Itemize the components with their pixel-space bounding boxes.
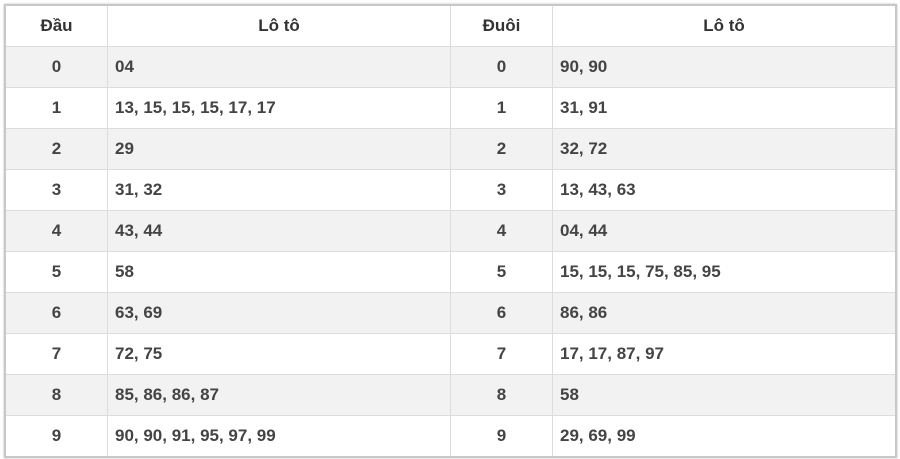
- dau-cell: 6: [4, 292, 108, 334]
- duoi-cell: 1: [450, 87, 553, 129]
- dau-loto-cell: 58: [107, 251, 451, 293]
- dau-cell: 2: [4, 128, 108, 170]
- table-row: 3 31, 32 3 13, 43, 63: [4, 169, 897, 211]
- duoi-cell: 6: [450, 292, 553, 334]
- table-row: 6 63, 69 6 86, 86: [4, 292, 897, 334]
- dau-cell: 9: [4, 415, 108, 458]
- table-row: 5 58 5 15, 15, 15, 75, 85, 95: [4, 251, 897, 293]
- header-duoi: Đuôi: [450, 4, 553, 47]
- header-loto-right: Lô tô: [552, 4, 897, 47]
- duoi-loto-cell: 58: [552, 374, 897, 416]
- duoi-cell: 2: [450, 128, 553, 170]
- dau-loto-cell: 04: [107, 46, 451, 88]
- dau-loto-cell: 85, 86, 86, 87: [107, 374, 451, 416]
- duoi-loto-cell: 86, 86: [552, 292, 897, 334]
- dau-cell: 0: [4, 46, 108, 88]
- dau-cell: 5: [4, 251, 108, 293]
- duoi-cell: 8: [450, 374, 553, 416]
- dau-loto-cell: 13, 15, 15, 15, 17, 17: [107, 87, 451, 129]
- header-row: Đầu Lô tô Đuôi Lô tô: [4, 4, 897, 47]
- duoi-cell: 7: [450, 333, 553, 375]
- dau-cell: 1: [4, 87, 108, 129]
- table-row: 1 13, 15, 15, 15, 17, 17 1 31, 91: [4, 87, 897, 129]
- duoi-loto-cell: 29, 69, 99: [552, 415, 897, 458]
- dau-loto-cell: 90, 90, 91, 95, 97, 99: [107, 415, 451, 458]
- dau-cell: 7: [4, 333, 108, 375]
- table-row: 8 85, 86, 86, 87 8 58: [4, 374, 897, 416]
- dau-loto-cell: 63, 69: [107, 292, 451, 334]
- duoi-loto-cell: 17, 17, 87, 97: [552, 333, 897, 375]
- table-row: 2 29 2 32, 72: [4, 128, 897, 170]
- table-row: 7 72, 75 7 17, 17, 87, 97: [4, 333, 897, 375]
- dau-cell: 4: [4, 210, 108, 252]
- header-loto-left: Lô tô: [107, 4, 451, 47]
- dau-loto-cell: 31, 32: [107, 169, 451, 211]
- table-row: 0 04 0 90, 90: [4, 46, 897, 88]
- duoi-loto-cell: 04, 44: [552, 210, 897, 252]
- duoi-loto-cell: 90, 90: [552, 46, 897, 88]
- duoi-loto-cell: 31, 91: [552, 87, 897, 129]
- dau-cell: 3: [4, 169, 108, 211]
- dau-loto-cell: 29: [107, 128, 451, 170]
- duoi-cell: 0: [450, 46, 553, 88]
- header-dau: Đầu: [4, 4, 108, 47]
- duoi-cell: 5: [450, 251, 553, 293]
- table-row: 4 43, 44 4 04, 44: [4, 210, 897, 252]
- dau-cell: 8: [4, 374, 108, 416]
- dau-loto-cell: 72, 75: [107, 333, 451, 375]
- duoi-cell: 4: [450, 210, 553, 252]
- table-row: 9 90, 90, 91, 95, 97, 99 9 29, 69, 99: [4, 415, 897, 458]
- duoi-loto-cell: 13, 43, 63: [552, 169, 897, 211]
- duoi-loto-cell: 15, 15, 15, 75, 85, 95: [552, 251, 897, 293]
- duoi-loto-cell: 32, 72: [552, 128, 897, 170]
- dau-loto-cell: 43, 44: [107, 210, 451, 252]
- duoi-cell: 9: [450, 415, 553, 458]
- duoi-cell: 3: [450, 169, 553, 211]
- loto-table: Đầu Lô tô Đuôi Lô tô 0 04 0 90, 90 1 13, 15, …: [4, 4, 897, 458]
